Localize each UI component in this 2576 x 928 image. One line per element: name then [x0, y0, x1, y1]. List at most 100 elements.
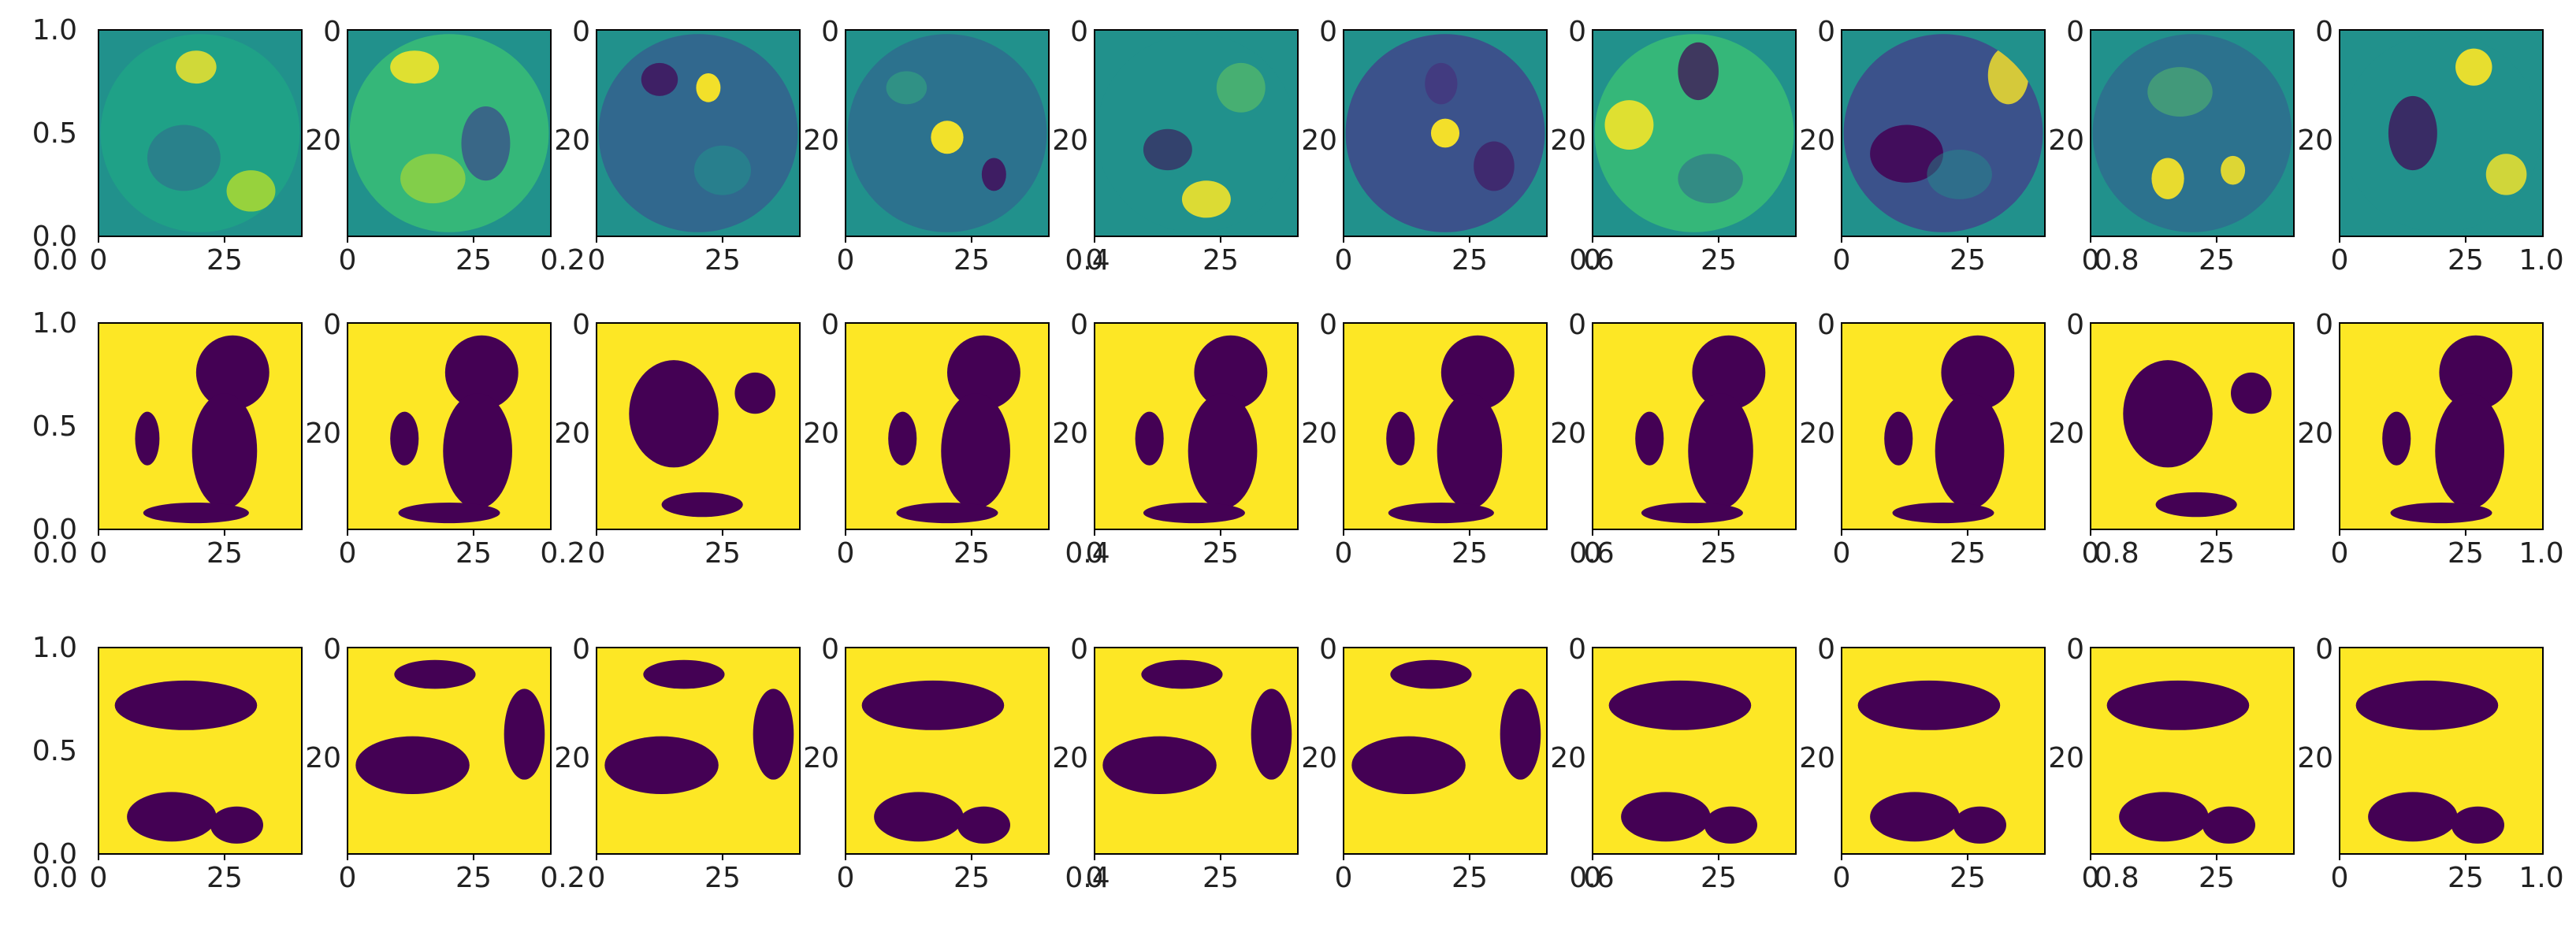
- binary-region-0: [2106, 680, 2250, 730]
- field-blob-2: [1216, 62, 1266, 113]
- outer-y-tick-label: 1.0: [32, 632, 77, 664]
- binary-region-0: [1608, 680, 1752, 730]
- y-tick-label: 20: [1550, 124, 1586, 157]
- panel-ticks: 0 25 0 20: [1799, 309, 1986, 570]
- panel-image: [1095, 323, 1298, 529]
- field-blob-2: [886, 71, 927, 105]
- panel-frame: [1094, 29, 1299, 237]
- panel-frame: [98, 29, 303, 237]
- panel-frame: [596, 322, 801, 530]
- field-blob-2: [2388, 95, 2437, 171]
- outer-y-tick-label: 0.0: [32, 221, 77, 253]
- binary-region-0: [947, 335, 1020, 410]
- y-tick-label: 20: [803, 418, 839, 450]
- x-tick-label: 0: [1086, 537, 1104, 570]
- y-tick-label: 0: [1568, 633, 1586, 666]
- binary-region-1: [2231, 372, 2272, 414]
- panel-ticks: 0 25 0 20: [803, 309, 990, 570]
- outer-x-tick-label: 0.4: [1065, 244, 1110, 277]
- binary-region-0: [1941, 335, 2015, 410]
- field-blob-1: [981, 158, 1006, 191]
- x-tick-label: 25: [2448, 244, 2484, 277]
- y-tick-label: 0: [2066, 633, 2084, 666]
- panel-ticks: 0 25: [90, 236, 243, 277]
- y-tick-label: 0: [1319, 309, 1337, 341]
- panel-ticks: 0 25 0 20: [305, 309, 492, 570]
- panel-r1-c0: 0 25: [90, 322, 303, 570]
- y-tick-label: 0: [572, 633, 590, 666]
- binary-region-1: [127, 792, 217, 842]
- outer-x-tick-label: 0.2: [540, 244, 585, 277]
- y-tick-label: 0: [323, 633, 341, 666]
- outer-x-tick-label: 0.4: [1065, 862, 1110, 894]
- x-tick-label: 0: [90, 862, 108, 894]
- panel-image: [1842, 648, 2045, 854]
- panel-ticks: 0 25 0 20: [305, 16, 492, 277]
- binary-region-0: [604, 736, 719, 795]
- binary-region-2: [210, 806, 263, 844]
- outer-x-axis: 0.0 0.2 0.4 0.6 0.8 1.0: [32, 862, 2563, 894]
- x-tick-label: 0: [1584, 862, 1602, 894]
- binary-region-2: [1953, 806, 2006, 844]
- binary-region-1: [1437, 393, 1503, 509]
- binary-region-2: [1251, 689, 1292, 780]
- x-tick-label: 25: [1701, 862, 1737, 894]
- panel-image: [1593, 30, 1796, 236]
- panel-frame: [98, 322, 303, 530]
- panel-ticks: 0 25 0 20: [2297, 633, 2484, 894]
- binary-region-1: [1621, 792, 1711, 842]
- binary-region-1: [2435, 393, 2504, 509]
- panel-ticks: 0 25: [90, 529, 243, 570]
- field-blob-2: [400, 154, 466, 204]
- y-tick-label: 20: [1799, 418, 1835, 450]
- x-tick-label: 0: [2082, 862, 2100, 894]
- field-blob-1: [2485, 154, 2527, 195]
- binary-region-2: [661, 492, 743, 518]
- panel-ticks: 0 25 0 20: [1550, 16, 1737, 277]
- x-tick-label: 0: [339, 862, 357, 894]
- y-tick-label: 0: [1568, 309, 1586, 341]
- x-tick-label: 0: [837, 537, 855, 570]
- panel-image: [1842, 323, 2045, 529]
- panel-ticks: 0 25 0 20: [1052, 16, 1239, 277]
- panel-ticks: 0 25 0 20: [554, 309, 741, 570]
- y-tick-label: 20: [1799, 742, 1835, 774]
- binary-region-1: [191, 393, 258, 509]
- panel-r2-c8: 0 25 0 20: [2048, 633, 2295, 894]
- panel-ticks: 0 25 0 20: [1301, 309, 1488, 570]
- outer-x-tick-label: 1.0: [2518, 537, 2563, 570]
- panel-image: [2340, 648, 2543, 854]
- panel-frame: [1592, 29, 1797, 237]
- x-tick-label: 25: [1203, 244, 1239, 277]
- y-tick-label: 20: [305, 418, 341, 450]
- y-tick-label: 20: [1052, 742, 1088, 774]
- binary-region-0: [355, 736, 470, 795]
- x-tick-label: 0: [2331, 244, 2349, 277]
- outer-x-tick-label: 0.2: [540, 862, 585, 894]
- y-tick-label: 20: [2048, 742, 2084, 774]
- panel-frame: [98, 647, 303, 855]
- y-tick-label: 20: [305, 124, 341, 157]
- panel-image: [1842, 30, 2045, 236]
- y-tick-label: 0: [821, 633, 839, 666]
- binary-region-0: [629, 360, 719, 468]
- panel-r2-c2: 0 25 0 20: [554, 633, 801, 894]
- binary-region-2: [888, 411, 917, 466]
- x-tick-label: 0: [339, 244, 357, 277]
- binary-region-1: [2119, 792, 2209, 842]
- outer-y-tick-label: 1.0: [32, 307, 77, 340]
- panel-image: [2091, 323, 2294, 529]
- binary-region-2: [1884, 411, 1913, 466]
- panel-frame: [2090, 322, 2295, 530]
- y-tick-label: 0: [1568, 16, 1586, 48]
- x-tick-label: 25: [2199, 537, 2235, 570]
- panel-r2-c7: 0 25 0 20: [1799, 633, 2046, 894]
- outer-x-axis: 0.0 0.2 0.4 0.6 0.8 1.0: [32, 537, 2563, 570]
- x-tick-label: 25: [953, 862, 990, 894]
- panel-frame: [1841, 647, 2046, 855]
- y-tick-label: 0: [2066, 309, 2084, 341]
- binary-region-0: [114, 680, 258, 730]
- panel-r1-c5: 0 25 0 20: [1301, 309, 1548, 570]
- binary-region-0: [1692, 335, 1766, 410]
